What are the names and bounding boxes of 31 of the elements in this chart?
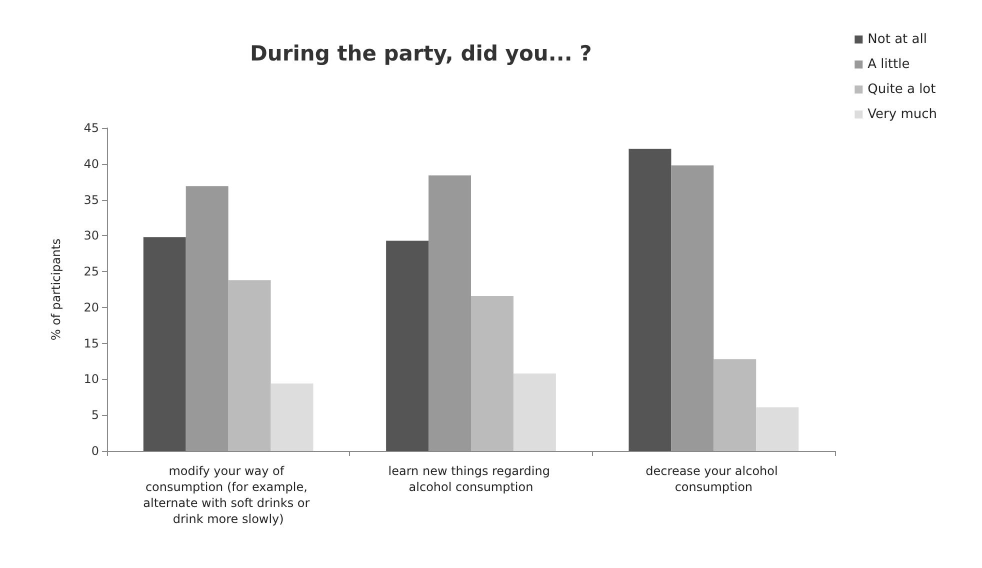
bar bbox=[386, 240, 429, 451]
bar bbox=[513, 373, 556, 451]
y-tick-label: 20 bbox=[84, 300, 99, 314]
y-tick-label: 40 bbox=[84, 156, 99, 171]
y-tick-label: 45 bbox=[84, 121, 99, 135]
bar bbox=[270, 384, 314, 451]
y-tick-label: 5 bbox=[91, 408, 99, 422]
y-tick-label: 15 bbox=[84, 336, 99, 350]
y-tick-label: 0 bbox=[91, 444, 99, 458]
bar bbox=[671, 165, 714, 451]
legend-label: Quite a lot bbox=[868, 82, 936, 97]
y-tick-label: 35 bbox=[84, 192, 99, 207]
bar bbox=[714, 359, 756, 451]
x-tick-label: decrease your alcohol consumption bbox=[646, 464, 782, 494]
bar bbox=[756, 407, 799, 451]
x-tick-label: learn new things regarding alcohol consumption bbox=[388, 464, 554, 494]
y-axis-title: % of participants bbox=[49, 238, 63, 341]
bar bbox=[143, 237, 186, 451]
x-tick-label: modify your way of consumption (for example, alternate with soft drinks or drink more slowly) bbox=[143, 464, 314, 526]
chart-title: During the party, did you... ? bbox=[250, 42, 592, 66]
bar bbox=[628, 148, 672, 451]
bar bbox=[471, 296, 514, 451]
y-tick-label: 25 bbox=[84, 264, 99, 279]
legend-label: Very much bbox=[868, 107, 937, 122]
y-tick-label: 30 bbox=[84, 228, 99, 243]
bar bbox=[186, 186, 228, 451]
bar bbox=[228, 280, 271, 451]
y-tick-label: 10 bbox=[84, 372, 99, 386]
legend-label: A little bbox=[868, 57, 910, 72]
bar bbox=[428, 175, 471, 451]
legend-label: Not at all bbox=[868, 32, 927, 47]
